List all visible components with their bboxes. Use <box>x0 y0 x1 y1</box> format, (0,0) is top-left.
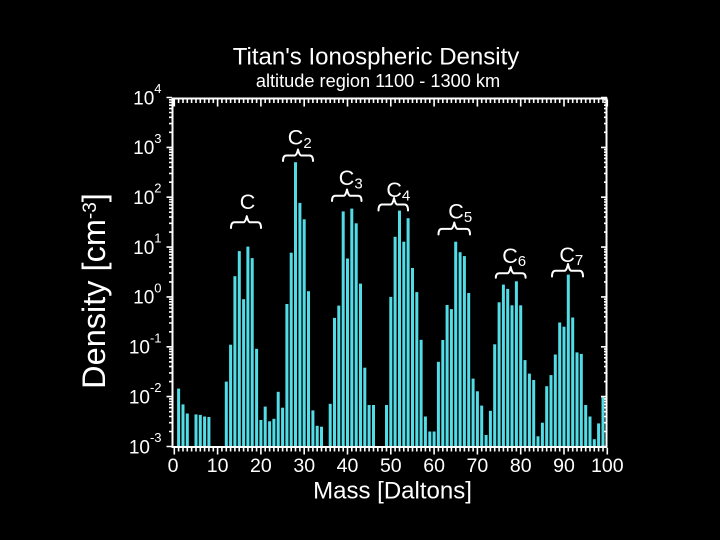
svg-text:80: 80 <box>510 455 532 477</box>
svg-text:20: 20 <box>250 455 272 477</box>
svg-text:C: C <box>240 190 256 214</box>
svg-text:Mass [Daltons]: Mass [Daltons] <box>313 478 472 505</box>
svg-text:40: 40 <box>337 455 359 477</box>
svg-text:10: 10 <box>133 188 154 209</box>
svg-text:0: 0 <box>154 280 161 295</box>
svg-text:30: 30 <box>293 455 315 477</box>
svg-text:altitude region 1100 - 1300 km: altitude region 1100 - 1300 km <box>256 71 500 91</box>
svg-text:90: 90 <box>553 455 575 477</box>
svg-text:10: 10 <box>133 288 154 309</box>
svg-text:10: 10 <box>133 238 154 259</box>
svg-text:2: 2 <box>154 181 161 196</box>
svg-text:1: 1 <box>154 231 161 246</box>
svg-text:10: 10 <box>129 338 150 359</box>
svg-text:100: 100 <box>591 455 624 477</box>
svg-text:10: 10 <box>207 455 229 477</box>
svg-text:60: 60 <box>423 455 445 477</box>
svg-text:-1: -1 <box>150 330 162 345</box>
svg-text:0: 0 <box>168 455 179 477</box>
svg-text:10: 10 <box>129 387 150 408</box>
svg-text:50: 50 <box>380 455 402 477</box>
svg-text:3: 3 <box>154 131 161 146</box>
svg-text:Density [cm-3]: Density [cm-3] <box>76 193 112 389</box>
svg-text:-3: -3 <box>150 430 162 445</box>
svg-text:10: 10 <box>129 437 150 458</box>
svg-text:4: 4 <box>154 81 161 96</box>
svg-text:Titan's Ionospheric Density: Titan's Ionospheric Density <box>233 44 520 71</box>
svg-text:-2: -2 <box>150 380 162 395</box>
svg-text:70: 70 <box>467 455 489 477</box>
svg-text:10: 10 <box>133 138 154 159</box>
svg-text:10: 10 <box>133 88 154 109</box>
